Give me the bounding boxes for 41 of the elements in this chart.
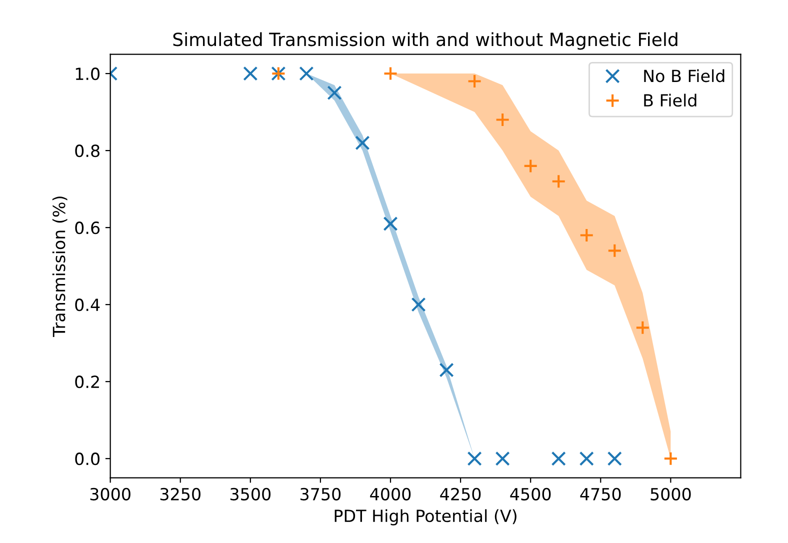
- point: [607, 243, 622, 258]
- x-tick-label: 3000: [90, 488, 130, 500]
- point: [383, 66, 398, 81]
- legend-label: B Field: [644, 94, 696, 107]
- point: [579, 451, 594, 466]
- x-axis-title: PDT High Potential (V): [334, 509, 516, 526]
- point: [551, 451, 566, 466]
- point: [495, 451, 510, 466]
- point: [467, 451, 482, 466]
- x-tick-label: 4750: [580, 488, 621, 500]
- x-tick-label: 4000: [370, 488, 411, 500]
- legend-label: No B Field: [644, 69, 724, 82]
- point: [383, 216, 398, 232]
- x-tick-label: 5000: [650, 488, 691, 500]
- point: [579, 228, 594, 243]
- point: [495, 112, 510, 128]
- chart-title: Simulated Transmission with and without Magnetic Field: [173, 32, 678, 50]
- point: [467, 74, 482, 89]
- point: [299, 66, 314, 81]
- x-tick-label: 3250: [160, 488, 200, 500]
- y-tick-label: 0.6: [75, 222, 100, 234]
- point: [439, 362, 454, 378]
- point: [411, 297, 426, 312]
- point: [607, 451, 622, 466]
- y-tick-label: 0.2: [75, 376, 99, 388]
- point: [551, 174, 566, 189]
- point: [327, 86, 342, 100]
- point: [635, 320, 650, 335]
- point: [243, 66, 258, 81]
- x-tick-label: 4500: [510, 488, 551, 500]
- point: [663, 451, 678, 466]
- x-tick-label: 4250: [440, 488, 481, 500]
- y-tick-label: 0.4: [75, 298, 100, 312]
- point: [523, 158, 538, 174]
- x-tick-label: 3500: [230, 488, 271, 500]
- point: [355, 136, 370, 150]
- y-tick-label: 0.8: [75, 144, 100, 158]
- y-tick-label: 1.0: [76, 68, 100, 80]
- y-tick-label: 0.0: [75, 452, 100, 466]
- x-tick-label: 3750: [300, 488, 341, 500]
- y-axis-title: Transmission (%): [52, 196, 68, 338]
